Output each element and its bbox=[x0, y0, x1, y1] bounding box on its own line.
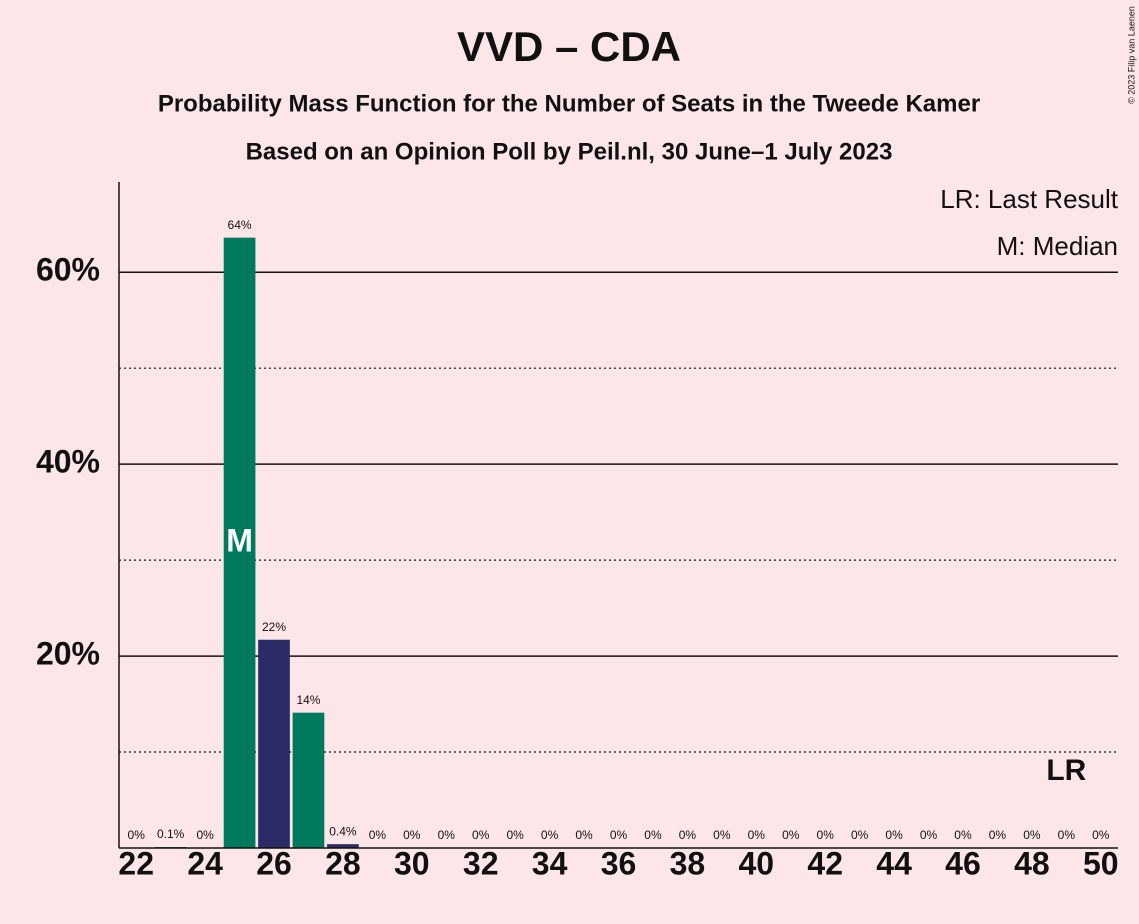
value-label: 0% bbox=[1023, 828, 1041, 842]
value-label: 0% bbox=[506, 828, 524, 842]
value-label: 0.1% bbox=[157, 827, 185, 841]
x-tick-label: 46 bbox=[945, 845, 981, 881]
value-label: 0% bbox=[1092, 828, 1110, 842]
value-label: 0% bbox=[851, 828, 869, 842]
value-label: 64% bbox=[228, 218, 252, 232]
chart-subtitle: Probability Mass Function for the Number… bbox=[158, 90, 980, 117]
median-marker: M bbox=[226, 522, 253, 558]
x-tick-label: 24 bbox=[187, 845, 223, 881]
last-result-marker: LR bbox=[1046, 754, 1086, 787]
x-tick-label: 30 bbox=[394, 845, 430, 881]
value-label: 0% bbox=[1058, 828, 1076, 842]
bar bbox=[327, 844, 359, 848]
value-label: 0.4% bbox=[329, 824, 357, 838]
x-tick-label: 50 bbox=[1083, 845, 1119, 881]
value-label: 0% bbox=[920, 828, 938, 842]
y-tick-label: 40% bbox=[36, 444, 100, 480]
bar bbox=[258, 639, 290, 848]
x-tick-label: 44 bbox=[876, 845, 912, 881]
value-label: 0% bbox=[369, 828, 387, 842]
value-label: 0% bbox=[989, 828, 1007, 842]
chart-subtitle: Based on an Opinion Poll by Peil.nl, 30 … bbox=[246, 138, 893, 165]
x-tick-label: 40 bbox=[738, 845, 774, 881]
value-label: 22% bbox=[262, 620, 286, 634]
x-tick-label: 34 bbox=[532, 845, 568, 881]
chart-title: VVD – CDA bbox=[457, 23, 681, 70]
value-label: 0% bbox=[610, 828, 628, 842]
copyright: © 2023 Filip van Laenen bbox=[1126, 6, 1136, 104]
x-tick-label: 28 bbox=[325, 845, 361, 881]
value-label: 0% bbox=[954, 828, 972, 842]
value-label: 0% bbox=[817, 828, 835, 842]
value-label: 0% bbox=[128, 828, 146, 842]
value-label: 0% bbox=[472, 828, 490, 842]
y-tick-label: 20% bbox=[36, 636, 100, 672]
legend-entry: LR: Last Result bbox=[940, 184, 1119, 214]
value-label: 0% bbox=[196, 828, 214, 842]
value-label: 0% bbox=[713, 828, 731, 842]
value-label: 0% bbox=[438, 828, 456, 842]
value-label: 0% bbox=[748, 828, 766, 842]
value-label: 0% bbox=[403, 828, 421, 842]
value-label: 0% bbox=[575, 828, 593, 842]
y-tick-label: 60% bbox=[36, 252, 100, 288]
legend-entry: M: Median bbox=[997, 231, 1118, 261]
value-label: 0% bbox=[541, 828, 559, 842]
bar bbox=[223, 237, 256, 849]
x-tick-label: 32 bbox=[463, 845, 499, 881]
value-label: 0% bbox=[782, 828, 800, 842]
value-label: 14% bbox=[296, 693, 320, 707]
bar bbox=[292, 712, 325, 848]
value-label: 0% bbox=[885, 828, 903, 842]
value-label: 0% bbox=[644, 828, 662, 842]
x-tick-label: 26 bbox=[256, 845, 292, 881]
value-label: 0% bbox=[679, 828, 697, 842]
x-tick-label: 48 bbox=[1014, 845, 1050, 881]
x-tick-label: 42 bbox=[807, 845, 843, 881]
x-tick-label: 38 bbox=[670, 845, 706, 881]
x-tick-label: 36 bbox=[601, 845, 637, 881]
x-tick-label: 22 bbox=[118, 845, 154, 881]
